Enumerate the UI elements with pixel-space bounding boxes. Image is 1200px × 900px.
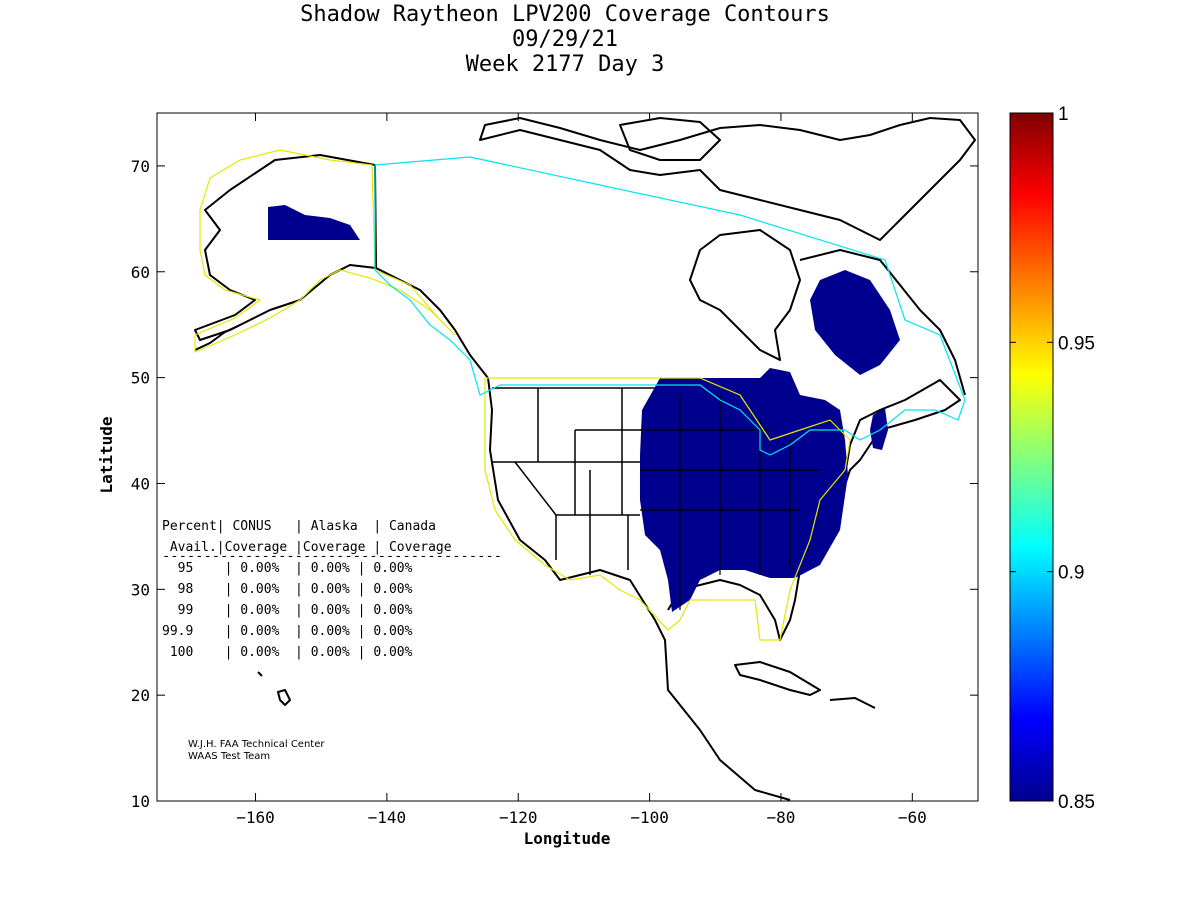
tick-marks xyxy=(157,113,978,802)
x-tick-label: −60 xyxy=(898,808,927,827)
coverage-region-hudson-bay xyxy=(810,270,900,375)
y-tick-label: 60 xyxy=(131,263,150,282)
eastern-state-borders xyxy=(640,395,820,610)
x-tick-label: −100 xyxy=(630,808,669,827)
coverage-table: Percent| CONUS | Alaska | Canada Avail.|… xyxy=(162,519,502,660)
colorbar-tick-label: 0.9 xyxy=(1058,563,1084,584)
y-tick-label: 10 xyxy=(131,792,150,811)
table-row: 99 | 0.00% | 0.00% | 0.00% xyxy=(162,603,413,618)
service-area-boundary xyxy=(374,156,966,456)
table-header-row-1: Percent| CONUS | Alaska | Canada xyxy=(162,519,436,534)
us-state-borders xyxy=(492,387,672,575)
y-tick-label: 40 xyxy=(131,474,150,493)
y-tick-label: 30 xyxy=(131,580,150,599)
credit-line-1: W.J.H. FAA Technical Center xyxy=(188,739,325,750)
table-row: 98 | 0.00% | 0.00% | 0.00% xyxy=(162,582,413,597)
x-tick-label: −160 xyxy=(236,808,275,827)
x-tick-label: −140 xyxy=(368,808,407,827)
map-date: 09/29/21 xyxy=(512,27,618,52)
table-row: 95 | 0.00% | 0.00% | 0.00% xyxy=(162,561,413,576)
x-axis-title: Longitude xyxy=(524,829,611,848)
table-separator: ----------------------------------------… xyxy=(162,549,502,564)
y-tick-label: 70 xyxy=(131,157,150,176)
table-row: 100 | 0.00% | 0.00% | 0.00% xyxy=(162,645,413,660)
y-tick-labels: 10 20 30 40 50 60 70 xyxy=(131,157,150,811)
coverage-region-conus xyxy=(640,368,848,612)
conus-boundary xyxy=(484,377,851,641)
colorbar-tick-label: 0.85 xyxy=(1058,792,1095,813)
colorbar-labels: 1 0.95 0.9 0.85 xyxy=(1010,104,1095,813)
colorbar xyxy=(1009,112,1054,802)
table-row: 99.9 | 0.00% | 0.00% | 0.00% xyxy=(162,624,413,639)
y-axis-title: Latitude xyxy=(97,416,116,493)
map-layers xyxy=(194,117,976,801)
alaska-boundary xyxy=(194,149,456,353)
y-tick-label: 20 xyxy=(131,686,150,705)
y-tick-label: 50 xyxy=(131,369,150,388)
x-tick-label: −120 xyxy=(499,808,538,827)
colorbar-tick-label: 0.95 xyxy=(1058,333,1095,354)
coverage-contours xyxy=(268,205,900,612)
x-tick-labels: −160 −140 −120 −100 −80 −60 xyxy=(236,808,927,827)
map-week-day: Week 2177 Day 3 xyxy=(465,52,665,77)
x-tick-label: −80 xyxy=(767,808,796,827)
credit-line-2: WAAS Test Team xyxy=(188,751,270,762)
table-header-row-2: Avail.|Coverage |Coverage | Coverage xyxy=(162,540,452,555)
colorbar-tick-label: 1 xyxy=(1058,104,1069,125)
map-title: Shadow Raytheon LPV200 Coverage Contours xyxy=(300,2,830,27)
coverage-region-maritimes xyxy=(870,408,888,450)
coastline-outlines xyxy=(194,117,976,801)
coverage-region-alaska xyxy=(268,205,360,240)
